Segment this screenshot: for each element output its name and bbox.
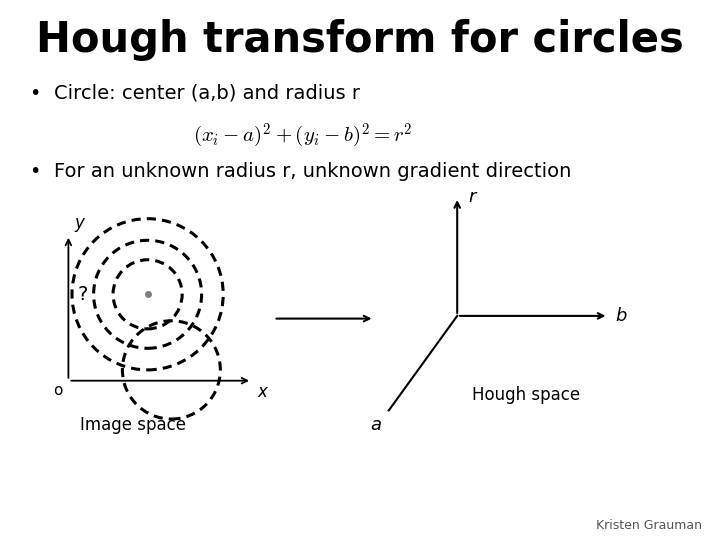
Text: o: o [53,383,63,399]
Text: a: a [371,416,382,434]
Text: Hough space: Hough space [472,386,580,404]
Text: r: r [468,188,475,206]
Text: Image space: Image space [80,416,186,434]
Text: For an unknown radius r, unknown gradient direction: For an unknown radius r, unknown gradien… [54,162,572,181]
Text: x: x [258,383,268,401]
Text: Kristen Grauman: Kristen Grauman [596,519,702,532]
Text: y: y [74,214,84,232]
Text: •: • [29,162,40,181]
Text: Circle: center (a,b) and radius r: Circle: center (a,b) and radius r [54,84,360,103]
Text: $(x_i-a)^2+(y_i-b)^2=r^2$: $(x_i-a)^2+(y_i-b)^2=r^2$ [193,122,412,150]
Text: Hough transform for circles: Hough transform for circles [36,19,684,61]
Text: ?: ? [78,285,88,304]
Text: •: • [29,84,40,103]
Text: b: b [616,307,627,325]
